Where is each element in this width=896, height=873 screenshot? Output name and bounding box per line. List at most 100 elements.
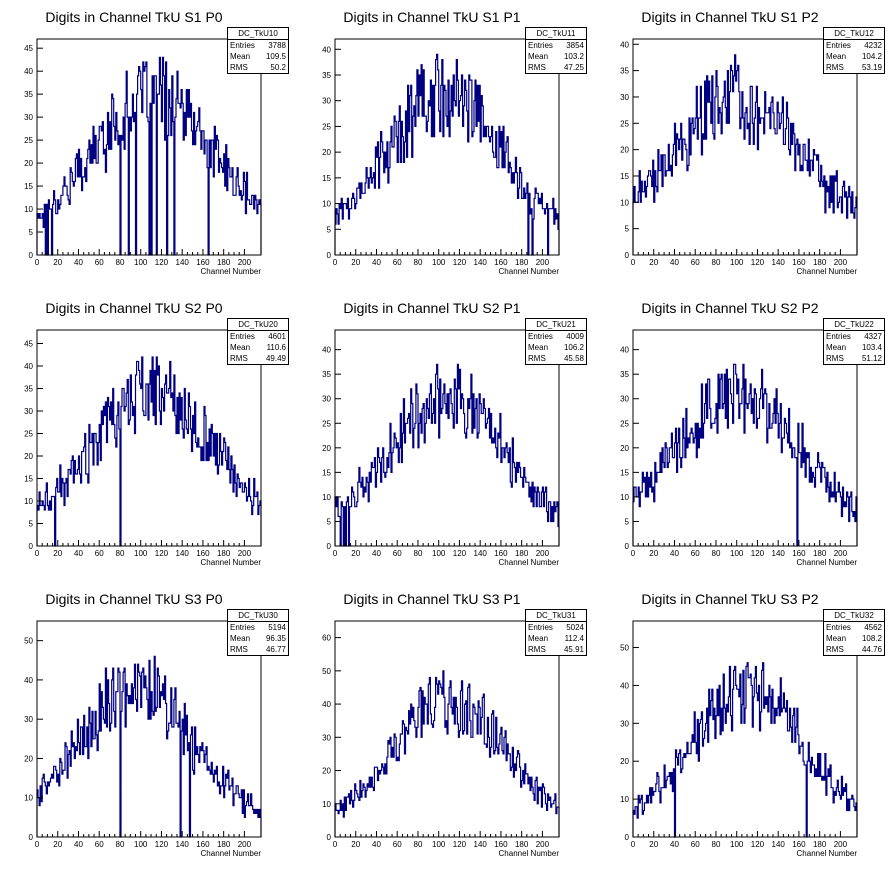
stats-value: 45.58: [563, 354, 584, 363]
y-tick-label: 5: [29, 228, 34, 237]
stats-row: Entries 5024: [526, 622, 586, 633]
x-tick-label: 0: [631, 258, 636, 267]
x-tick-label: 200: [238, 840, 252, 849]
x-tick-label: 140: [474, 549, 488, 558]
stats-value: 103.4: [861, 343, 882, 352]
y-tick-label: 0: [29, 251, 34, 260]
x-tick-label: 120: [155, 840, 169, 849]
stats-row: Mean 106.2: [526, 342, 586, 353]
stats-label: Mean: [826, 343, 847, 352]
x-tick-label: 20: [649, 840, 658, 849]
x-tick-label: 140: [176, 258, 190, 267]
stats-row: Entries 3854: [526, 40, 586, 51]
x-tick-label: 140: [772, 258, 786, 267]
histogram-plot: 0 20 40 60 80 100 120 140 160 180 200 0 5 10 15 20 25 30 3…: [322, 38, 560, 276]
x-tick-label: 120: [453, 840, 467, 849]
y-tick-label: 20: [24, 452, 33, 461]
stats-box: DC_TkU21 Entries 4009 Mean 106.2 RMS 45.58: [525, 318, 587, 365]
stats-label: Mean: [230, 343, 251, 352]
x-tick-label: 80: [712, 840, 721, 849]
x-tick-label: 120: [751, 549, 765, 558]
stats-value: 45.91: [563, 645, 584, 654]
y-tick-label: 30: [620, 719, 629, 728]
stats-label: Entries: [230, 623, 255, 632]
y-tick-label: 35: [620, 67, 629, 76]
x-tick-label: 0: [333, 840, 338, 849]
x-tick-label: 40: [670, 840, 679, 849]
stats-value: 3854: [566, 41, 584, 50]
histogram-panel: 0 20 40 60 80 100 120 140 160 180 200 0 5 10 15 20 25 30 3…: [596, 0, 894, 291]
x-tick-label: 0: [333, 258, 338, 267]
y-tick-label: 15: [24, 475, 33, 484]
histogram-plot: 0 20 40 60 80 100 120 140 160 180 200 0 5 10 15 20 25 30 3…: [620, 329, 858, 567]
stats-value: 5024: [566, 623, 584, 632]
y-tick-label: 25: [620, 119, 629, 128]
x-tick-label: 60: [95, 549, 104, 558]
stats-value: 96.35: [265, 634, 286, 643]
plot-frame: [632, 329, 858, 547]
x-tick-label: 200: [834, 549, 848, 558]
y-tick-label: 20: [620, 444, 629, 453]
histogram-line: [632, 54, 858, 255]
y-tick-label: 10: [322, 493, 331, 502]
stats-value: 110.6: [266, 343, 286, 352]
x-tick-label: 100: [432, 549, 446, 558]
x-tick-label: 80: [116, 549, 125, 558]
y-tick-label: 0: [327, 542, 332, 551]
x-tick-label: 180: [813, 840, 827, 849]
x-tick-label: 200: [536, 258, 550, 267]
y-tick-label: 5: [29, 520, 34, 529]
histogram-panel: 0 20 40 60 80 100 120 140 160 180 200 0 5 10 15 20 25 30 3…: [298, 291, 596, 582]
x-tick-label: 160: [792, 840, 806, 849]
chart-title: Digits in Channel TkU S3 P1: [343, 591, 521, 607]
stats-label: Mean: [528, 634, 549, 643]
y-tick-label: 50: [24, 637, 33, 646]
x-axis-title: Channel Number: [201, 849, 262, 858]
y-tick-label: 25: [24, 430, 33, 439]
x-tick-label: 120: [453, 258, 467, 267]
stats-value: 44.76: [861, 645, 882, 654]
chart-title: Digits in Channel TkU S3 P0: [45, 591, 223, 607]
histogram-panel: 0 20 40 60 80 100 120 140 160 180 200 0 5 10 15 20 25 30 3…: [298, 0, 596, 291]
x-tick-label: 120: [751, 840, 765, 849]
histogram-plot: 0 20 40 60 80 100 120 140 160 180 200 0 10 20 30 40 50 Ch…: [620, 620, 858, 858]
x-tick-label: 20: [351, 258, 360, 267]
y-tick-label: 15: [24, 182, 33, 191]
x-tick-label: 140: [176, 549, 190, 558]
x-tick-label: 60: [95, 840, 104, 849]
stats-histogram-name: DC_TkU12: [824, 28, 884, 40]
x-tick-label: 80: [712, 258, 721, 267]
x-tick-label: 0: [333, 549, 338, 558]
x-tick-label: 200: [834, 258, 848, 267]
y-tick-label: 35: [24, 385, 33, 394]
y-tick-label: 10: [24, 794, 33, 803]
histogram-plot: 0 20 40 60 80 100 120 140 160 180 200 0 10 20 30 40 50 60…: [322, 620, 560, 858]
stats-value: 50.2: [270, 63, 286, 72]
x-tick-label: 80: [712, 549, 721, 558]
x-tick-label: 80: [116, 840, 125, 849]
y-tick-label: 15: [322, 468, 331, 477]
x-tick-label: 100: [134, 840, 148, 849]
y-tick-label: 0: [327, 251, 332, 260]
histogram-plot: 0 20 40 60 80 100 120 140 160 180 200 0 5 10 15 20 25 30 3…: [620, 38, 858, 276]
stats-box: DC_TkU32 Entries 4562 Mean 108.2 RMS 44.76: [823, 609, 885, 656]
stats-row: RMS 50.2: [228, 62, 288, 73]
stats-label: Mean: [528, 343, 549, 352]
histogram-panel: 0 20 40 60 80 100 120 140 160 180 200 0 10 20 30 40 50 Ch…: [596, 582, 894, 873]
stats-box: DC_TkU31 Entries 5024 Mean 112.4 RMS 45.91: [525, 609, 587, 656]
x-axis-title: Channel Number: [797, 558, 858, 567]
y-tick-label: 20: [24, 754, 33, 763]
x-tick-label: 160: [196, 549, 210, 558]
stats-box: DC_TkU22 Entries 4327 Mean 103.4 RMS 51.12: [823, 318, 885, 365]
y-tick-label: 30: [24, 113, 33, 122]
chart-title: Digits in Channel TkU S2 P0: [45, 300, 223, 316]
stats-histogram-name: DC_TkU32: [824, 610, 884, 622]
x-axis-title: Channel Number: [499, 558, 560, 567]
plot-frame: [334, 329, 560, 547]
histogram-line: [334, 363, 560, 547]
y-tick-label: 25: [24, 136, 33, 145]
y-tick-label: 10: [620, 795, 629, 804]
y-tick-label: 5: [327, 225, 332, 234]
stats-value: 46.77: [265, 645, 286, 654]
x-tick-label: 100: [730, 549, 744, 558]
